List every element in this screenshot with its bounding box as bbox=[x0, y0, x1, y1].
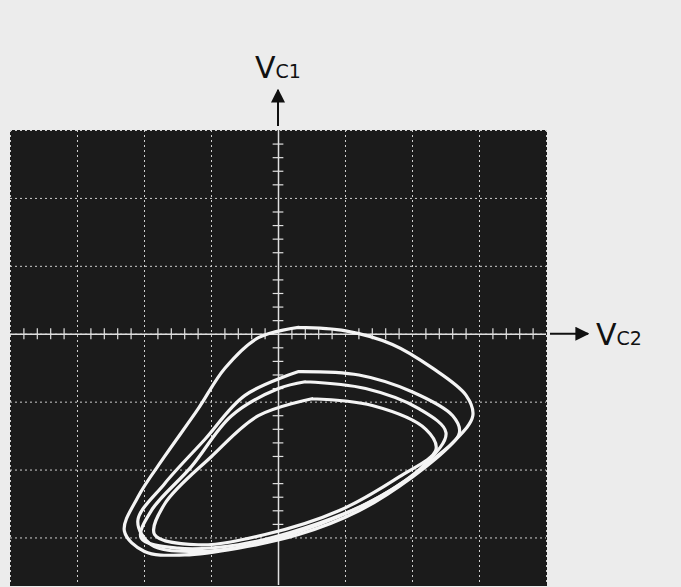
svg-text:VC2: VC2 bbox=[596, 317, 642, 352]
svg-text:VC1: VC1 bbox=[255, 50, 301, 85]
